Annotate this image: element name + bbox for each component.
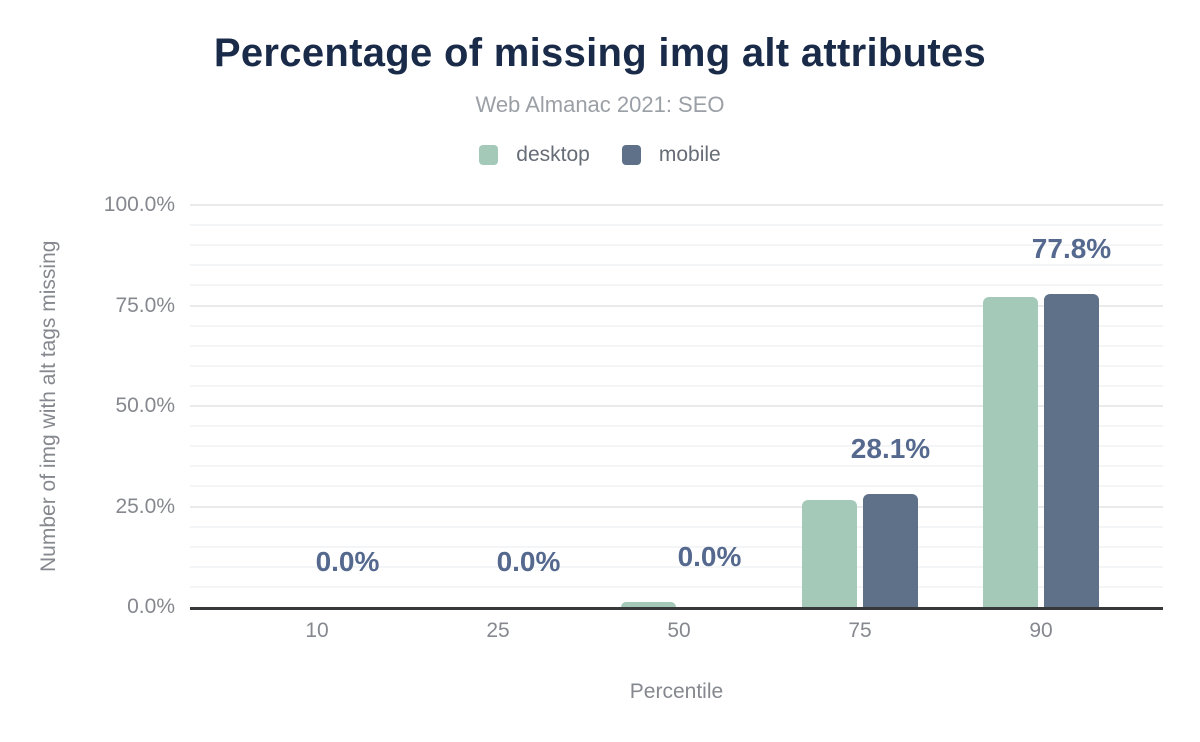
gridline-55 xyxy=(190,384,1163,387)
bar-mobile-p90 xyxy=(1044,294,1099,607)
gridline-85 xyxy=(190,264,1163,267)
gridline-65 xyxy=(190,344,1163,347)
mobile-swatch-icon xyxy=(621,145,641,165)
data-label-p10: 0.0% xyxy=(315,546,380,577)
legend-label-mobile: mobile xyxy=(658,143,721,166)
legend-item-mobile: mobile xyxy=(621,143,721,167)
gridline-10 xyxy=(190,565,1163,568)
gridline-70 xyxy=(190,324,1163,327)
gridline-50 xyxy=(190,405,1163,407)
gridline-20 xyxy=(190,525,1163,528)
x-tick-90: 90 xyxy=(1029,619,1053,642)
data-label-p25: 0.0% xyxy=(496,546,561,577)
legend-item-desktop: desktop xyxy=(479,143,590,167)
gridline-95 xyxy=(190,224,1163,227)
y-tick-100.0%: 100.0% xyxy=(103,193,175,216)
gridline-15 xyxy=(190,545,1163,548)
gridline-35 xyxy=(190,465,1163,468)
data-label-p50: 0.0% xyxy=(677,541,742,573)
x-tick-25: 25 xyxy=(486,619,510,642)
bar-mobile-p75 xyxy=(863,494,918,607)
x-tick-50: 50 xyxy=(667,619,691,642)
x-tick-75: 75 xyxy=(848,619,872,642)
data-label-p75: 28.1% xyxy=(850,433,931,465)
data-label-p90: 77.8% xyxy=(1031,233,1112,265)
plot-area: 0.0% 0.0% 0.0% 28.1% 77.8% xyxy=(190,204,1163,610)
y-tick-25.0%: 25.0% xyxy=(115,494,175,518)
gridline-25 xyxy=(190,505,1163,508)
gridline-80 xyxy=(190,284,1163,287)
y-tick-75.0%: 75.0% xyxy=(115,293,175,317)
bar-desktop-p90 xyxy=(983,297,1038,607)
gridline-60 xyxy=(190,364,1163,367)
y-tick-0.0%: 0.0% xyxy=(127,595,175,618)
chart-subtitle: Web Almanac 2021: SEO xyxy=(475,92,725,117)
gridline-40 xyxy=(190,445,1163,448)
chart-title: Percentage of missing img alt attributes xyxy=(213,31,987,75)
gridline-90 xyxy=(190,244,1163,247)
bar-desktop-p50 xyxy=(621,602,676,607)
legend-label-desktop: desktop xyxy=(516,143,590,166)
x-tick-10: 10 xyxy=(305,619,329,642)
x-axis-title: Percentile xyxy=(629,680,724,703)
gridline-45 xyxy=(190,425,1163,428)
bar-desktop-p75 xyxy=(802,500,857,607)
y-tick-50.0%: 50.0% xyxy=(115,394,175,417)
gridline-100 xyxy=(190,204,1163,206)
legend: desktop mobile xyxy=(0,143,1200,167)
gridline-30 xyxy=(190,485,1163,488)
gridline-75 xyxy=(190,304,1163,307)
desktop-swatch-icon xyxy=(479,145,499,165)
gridline-5 xyxy=(190,585,1163,588)
